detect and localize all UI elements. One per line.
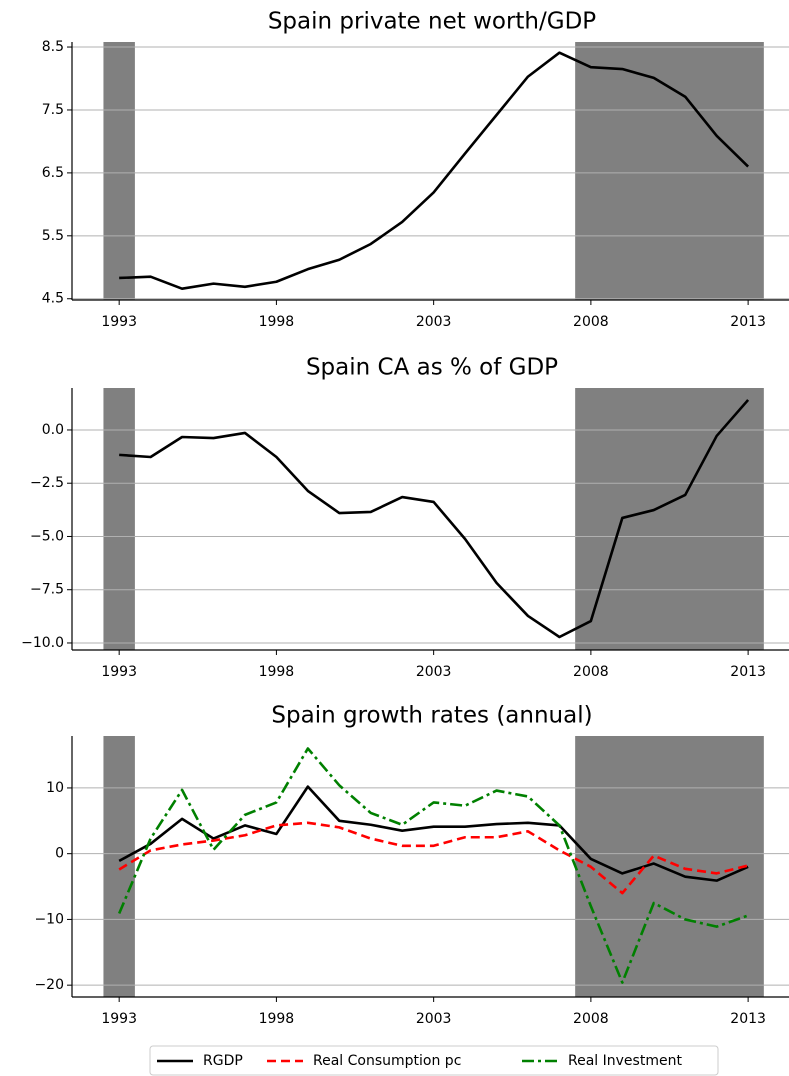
legend-label: RGDP [203,1053,243,1069]
chart-title: Spain CA as % of GDP [306,355,558,381]
x-tick-label: 1993 [101,1011,137,1027]
x-tick-label: 2013 [730,1011,766,1027]
x-tick-label: 1998 [259,664,295,680]
legend-box [149,1045,719,1076]
data-line [119,399,750,639]
data-line [119,51,750,290]
y-tick-label: −2.5 [30,475,64,491]
y-tick-label: −10.0 [21,635,64,651]
x-tick-label: 1993 [101,664,137,680]
x-tick-label: 1998 [259,1011,295,1027]
shaded-period [575,42,764,300]
y-tick-label: 8.5 [42,39,64,55]
y-tick-label: 0.0 [42,422,64,438]
x-tick-label: 1998 [259,314,295,330]
y-tick-label: 5.5 [42,228,64,244]
y-tick-label: 7.5 [42,102,64,118]
y-tick-label: −7.5 [30,582,64,598]
chart-title: Spain growth rates (annual) [271,703,592,729]
y-tick-label: −10 [34,911,64,927]
y-tick-label: −20 [34,977,64,993]
y-tick-label: 4.5 [42,291,64,307]
data-line [118,821,749,895]
x-tick-label: 2003 [416,664,452,680]
x-tick-label: 2008 [573,314,609,330]
y-tick-label: −5.0 [30,528,64,544]
chart-title: Spain private net worth/GDP [268,9,596,35]
x-tick-label: 2008 [573,1011,609,1027]
y-tick-label: 6.5 [42,165,64,181]
shaded-period [103,736,135,997]
x-tick-label: 1993 [101,314,137,330]
x-tick-label: 2003 [416,1011,452,1027]
y-tick-label: 10 [46,780,64,796]
x-tick-label: 2013 [730,314,766,330]
legend-label: Real Consumption pc [313,1053,461,1069]
x-tick-label: 2013 [730,664,766,680]
data-line [117,747,749,984]
x-tick-label: 2008 [573,664,609,680]
shaded-period [575,736,764,997]
y-tick-label: 0 [55,846,64,862]
shaded-period [575,388,764,650]
shaded-period [103,388,135,650]
legend-label: Real Investment [568,1053,682,1069]
x-tick-label: 2003 [416,314,452,330]
shaded-period [103,42,135,300]
